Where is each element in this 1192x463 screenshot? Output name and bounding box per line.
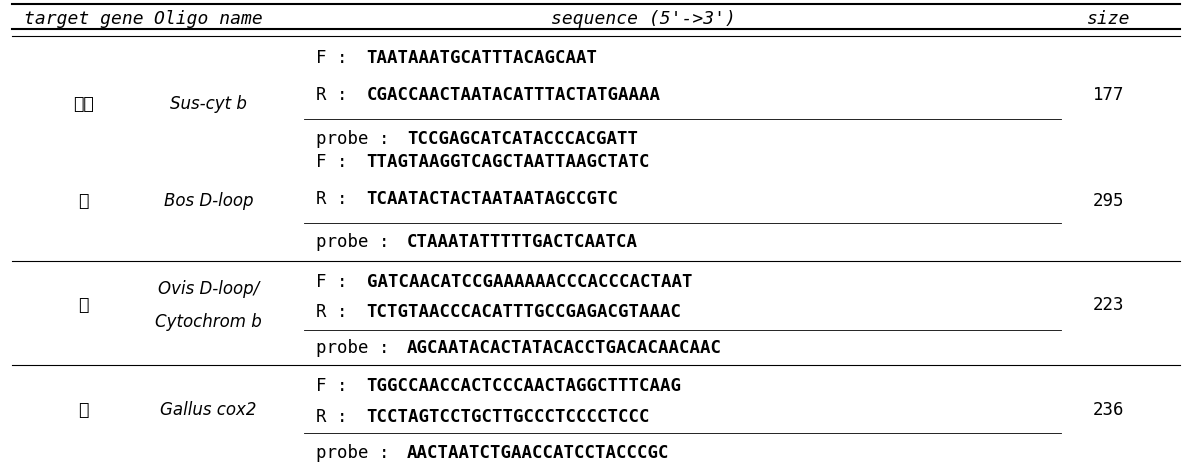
Text: target gene: target gene xyxy=(24,10,143,27)
Text: F :: F : xyxy=(316,273,368,291)
Text: F :: F : xyxy=(316,49,368,67)
Text: TCCTAGTCCTGCTTGCCCTCCCCTCCC: TCCTAGTCCTGCTTGCCCTCCCCTCCC xyxy=(367,407,650,425)
Text: TAATAAATGCATTTACAGCAAT: TAATAAATGCATTTACAGCAAT xyxy=(367,49,597,67)
Text: F :: F : xyxy=(316,377,368,394)
Text: CGACCAACTAATACATTTACTATGAAAA: CGACCAACTAATACATTTACTATGAAAA xyxy=(367,86,660,104)
Text: Oligo name: Oligo name xyxy=(154,10,263,27)
Text: probe :: probe : xyxy=(316,130,410,148)
Text: R :: R : xyxy=(316,190,368,207)
Text: 223: 223 xyxy=(1093,296,1124,314)
Text: 236: 236 xyxy=(1093,400,1124,418)
Text: probe :: probe : xyxy=(316,338,410,357)
Text: 295: 295 xyxy=(1093,192,1124,210)
Text: TCAATACTACTAATAATAGCCGTC: TCAATACTACTAATAATAGCCGTC xyxy=(367,190,619,207)
Text: R :: R : xyxy=(316,407,368,425)
Text: Cytochrom b: Cytochrom b xyxy=(155,312,262,330)
Text: CTAAATATTTTTGACTCAATCA: CTAAATATTTTTGACTCAATCA xyxy=(408,232,638,250)
Text: R :: R : xyxy=(316,303,368,321)
Text: GATCAACATCCGAAAAAACCCACCCACTAAT: GATCAACATCCGAAAAAACCCACCCACTAAT xyxy=(367,273,693,291)
Text: F :: F : xyxy=(316,153,368,171)
Text: Sus-cyt b: Sus-cyt b xyxy=(170,95,247,113)
Text: AACTAATCTGAACCATCCTACCCGC: AACTAATCTGAACCATCCTACCCGC xyxy=(408,443,670,461)
Text: Ovis D-loop/: Ovis D-loop/ xyxy=(159,280,259,298)
Text: Bos D-loop: Bos D-loop xyxy=(163,192,254,210)
Text: 양: 양 xyxy=(79,296,88,314)
Text: TGGCCAACCACTCCCAACTAGGCTTTCAAG: TGGCCAACCACTCCCAACTAGGCTTTCAAG xyxy=(367,377,682,394)
Text: TCTGTAACCCACATTTGCCGAGACGTAAAC: TCTGTAACCCACATTTGCCGAGACGTAAAC xyxy=(367,303,682,321)
Text: probe :: probe : xyxy=(316,232,410,250)
Text: size: size xyxy=(1087,10,1130,27)
Text: probe :: probe : xyxy=(316,443,410,461)
Text: R :: R : xyxy=(316,86,368,104)
Text: 177: 177 xyxy=(1093,86,1124,104)
Text: sequence (5'->3'): sequence (5'->3') xyxy=(551,10,737,27)
Text: Gallus cox2: Gallus cox2 xyxy=(161,400,256,418)
Text: TCCGAGCATCATACCCACGATT: TCCGAGCATCATACCCACGATT xyxy=(408,130,638,148)
Text: TTAGTAAGGTCAGCTAATTAAGCTATC: TTAGTAAGGTCAGCTAATTAAGCTATC xyxy=(367,153,650,171)
Text: 소: 소 xyxy=(79,192,88,210)
Text: AGCAATACACTATACACCTGACACAACAAC: AGCAATACACTATACACCTGACACAACAAC xyxy=(408,338,722,357)
Text: 닭: 닭 xyxy=(79,400,88,418)
Text: 돼지: 돼지 xyxy=(73,95,94,113)
